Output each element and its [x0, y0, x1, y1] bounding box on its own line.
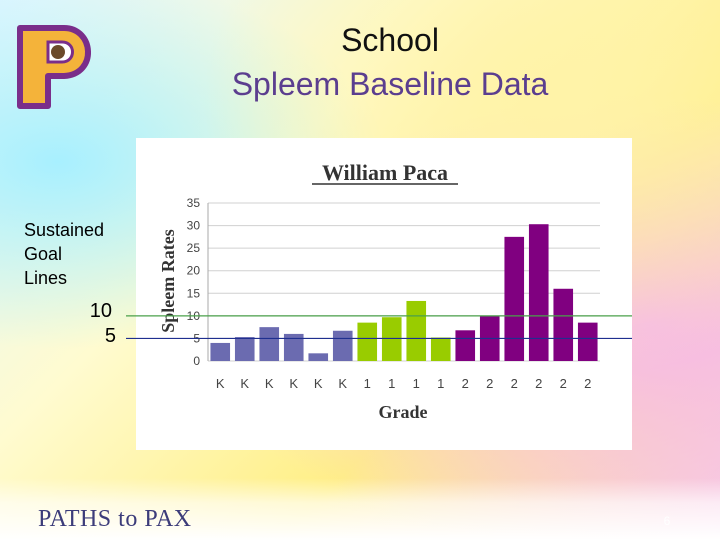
x-tick-label: K	[216, 376, 225, 391]
bar	[308, 353, 329, 361]
bar	[577, 322, 598, 361]
bar	[455, 330, 476, 361]
bar	[406, 300, 427, 361]
x-tick-label: K	[265, 376, 274, 391]
x-tick-label: 2	[560, 376, 567, 391]
x-tick-label: 2	[486, 376, 493, 391]
paths-logo	[17, 25, 91, 109]
y-tick-label: 30	[187, 219, 201, 233]
bar	[381, 317, 402, 361]
footer-brand: PATHS to PAX	[38, 506, 192, 532]
bar	[430, 337, 451, 361]
bar	[504, 236, 525, 361]
chart-panel	[136, 138, 632, 450]
x-tick-label: 1	[437, 376, 444, 391]
title-line-1: School	[341, 22, 439, 58]
y-tick-label: 20	[187, 264, 201, 278]
sustained-goal-lines-label: Sustained Goal Lines	[24, 218, 134, 290]
x-tick-label: 2	[511, 376, 518, 391]
x-tick-label: 2	[584, 376, 591, 391]
bar	[283, 333, 304, 361]
x-tick-label: K	[314, 376, 323, 391]
x-tick-label: 1	[364, 376, 371, 391]
bar	[234, 337, 255, 361]
x-axis-label: Grade	[379, 402, 428, 422]
goal-value-10: 10	[89, 300, 112, 322]
y-axis-label: Spleem Rates	[158, 229, 178, 332]
bar	[332, 330, 353, 361]
x-tick-label: K	[240, 376, 249, 391]
x-tick-label: K	[338, 376, 347, 391]
side-label-line-3: Lines	[24, 268, 68, 288]
y-tick-label: 35	[187, 196, 201, 210]
y-tick-label: 25	[187, 241, 201, 255]
side-label-line-1: Sustained	[24, 220, 105, 240]
x-tick-label: 2	[535, 376, 542, 391]
goal-value-5: 5	[104, 325, 116, 347]
footer-band	[0, 478, 720, 540]
bar	[528, 224, 549, 361]
y-tick-label: 15	[187, 286, 201, 300]
page-number: 6	[663, 514, 671, 528]
chart-title: William Paca	[322, 160, 448, 185]
x-tick-label: 1	[413, 376, 420, 391]
bar	[357, 322, 378, 361]
side-label-line-2: Goal	[24, 244, 63, 264]
x-tick-label: K	[289, 376, 298, 391]
bar	[259, 327, 280, 361]
goal-lines	[126, 315, 632, 340]
y-tick-label: 0	[193, 354, 200, 368]
bar	[553, 288, 574, 361]
title-line-2: Spleem Baseline Data	[231, 66, 549, 102]
x-tick-label: 1	[388, 376, 395, 391]
bar	[210, 342, 231, 361]
x-tick-label: 2	[462, 376, 469, 391]
bars	[210, 224, 598, 361]
